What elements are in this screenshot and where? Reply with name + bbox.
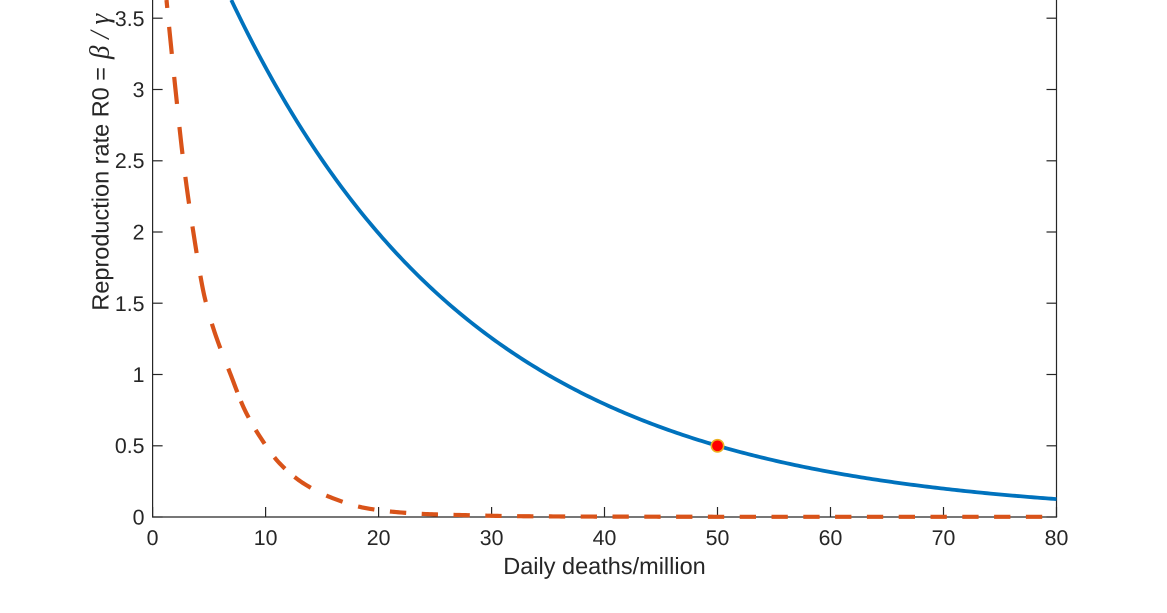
svg-text:2.5: 2.5 bbox=[115, 149, 145, 173]
svg-text:80: 80 bbox=[1045, 526, 1069, 550]
svg-text:60: 60 bbox=[819, 526, 843, 550]
svg-text:50: 50 bbox=[706, 526, 730, 550]
svg-text:30: 30 bbox=[480, 526, 504, 550]
svg-text:3: 3 bbox=[133, 78, 145, 102]
svg-text:0.5: 0.5 bbox=[115, 434, 145, 458]
svg-text:1.5: 1.5 bbox=[115, 292, 145, 316]
svg-text:β / γ: β / γ bbox=[85, 13, 115, 60]
svg-text:0: 0 bbox=[147, 526, 159, 550]
svg-text:2: 2 bbox=[133, 221, 145, 245]
svg-text:3.5: 3.5 bbox=[115, 7, 145, 31]
svg-text:1: 1 bbox=[133, 363, 145, 387]
svg-text:0: 0 bbox=[133, 506, 145, 530]
svg-text:Daily deaths/million: Daily deaths/million bbox=[503, 553, 705, 579]
svg-text:40: 40 bbox=[593, 526, 617, 550]
svg-text:70: 70 bbox=[932, 526, 956, 550]
svg-text:Reproduction rate R0 =: Reproduction rate R0 = bbox=[88, 67, 114, 311]
svg-text:10: 10 bbox=[254, 526, 278, 550]
svg-text:20: 20 bbox=[367, 526, 391, 550]
